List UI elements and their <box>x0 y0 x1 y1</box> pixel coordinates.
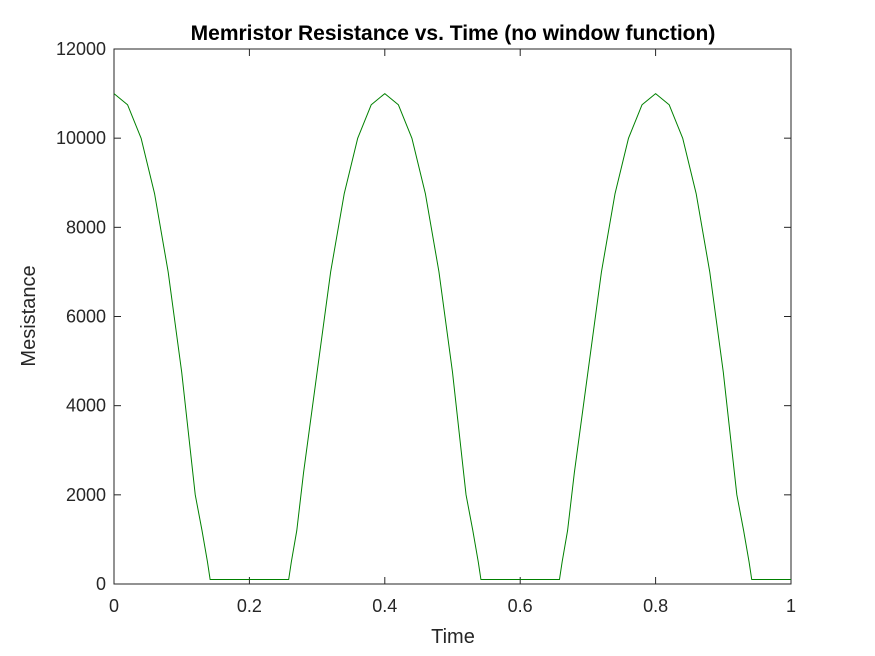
y-tick-label: 12000 <box>56 39 106 59</box>
y-tick-label: 0 <box>96 574 106 594</box>
x-tick-label: 0 <box>109 596 119 616</box>
x-tick-label: 0.2 <box>237 596 262 616</box>
y-tick-label: 4000 <box>66 396 106 416</box>
chart-title: Memristor Resistance vs. Time (no window… <box>191 22 716 45</box>
plot-area <box>113 48 792 585</box>
x-tick-label: 0.4 <box>372 596 397 616</box>
series-layer <box>113 93 791 581</box>
x-axis-label: Time <box>431 626 475 648</box>
ticks-layer: 0 0.2 0.4 0.6 0.8 1 0 2000 4000 6000 8000 10000 1200… <box>56 39 796 616</box>
y-tick-label: 8000 <box>66 217 106 237</box>
x-tick-label: 0.8 <box>643 596 668 616</box>
x-tick-label: 1 <box>786 596 796 616</box>
y-axis-label: Mesistance <box>18 265 40 366</box>
y-tick-label: 2000 <box>66 485 106 505</box>
y-tick-label: 10000 <box>56 128 106 148</box>
series-line <box>113 93 791 581</box>
y-tick-label: 6000 <box>66 307 106 327</box>
x-tick-label: 0.6 <box>508 596 533 616</box>
